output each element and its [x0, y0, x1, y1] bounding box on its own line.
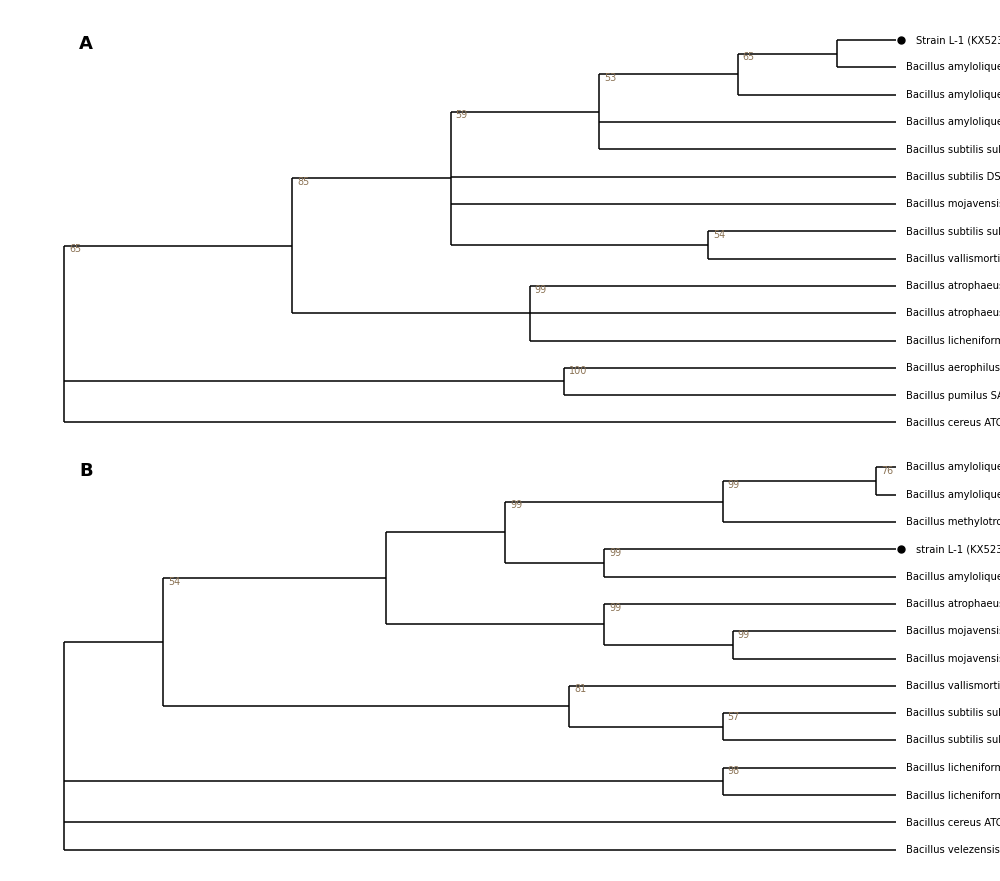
Text: Bacillus aerophilus 28K (NR_042339): Bacillus aerophilus 28K (NR_042339)	[906, 362, 1000, 374]
Text: 81: 81	[574, 685, 587, 694]
Text: Bacillus licheniformis MY75 (EU073420): Bacillus licheniformis MY75 (EU073420)	[906, 763, 1000, 773]
Text: B: B	[79, 462, 93, 480]
Text: Bacillus velezensis CC09 (CP015443): Bacillus velezensis CC09 (CP015443)	[906, 845, 1000, 855]
Text: Bacillus licheniformis DSM 13 (NC_006322): Bacillus licheniformis DSM 13 (NC_006322…	[906, 789, 1000, 801]
Text: Bacillus amyloliquefaciens subsp. plantarum str. FZB42 (CP000560): Bacillus amyloliquefaciens subsp. planta…	[906, 463, 1000, 472]
Text: Bacillus subtilis subsp. spizizenii NBRC 101239 (NR_112686): Bacillus subtilis subsp. spizizenii NBRC…	[906, 226, 1000, 237]
Text: 99: 99	[728, 479, 740, 490]
Text: Bacillus amyloliquefaciens 9001 (KT736040): Bacillus amyloliquefaciens 9001 (KT73604…	[906, 490, 1000, 500]
Text: strain L-1 (KX523195): strain L-1 (KX523195)	[916, 544, 1000, 554]
Text: 59: 59	[456, 110, 468, 121]
Text: Bacillus cereus ATCC 14579 (NC_004722): Bacillus cereus ATCC 14579 (NC_004722)	[906, 817, 1000, 828]
Text: 57: 57	[728, 712, 740, 722]
Text: 85: 85	[297, 177, 309, 187]
Text: 99: 99	[535, 285, 547, 294]
Text: Bacillus vallismortis NRRL B-14890T (AF272025): Bacillus vallismortis NRRL B-14890T (AF2…	[906, 681, 1000, 691]
Text: Bacillus atrophaeus KCTC 3701T (AF272016): Bacillus atrophaeus KCTC 3701T (AF272016…	[906, 599, 1000, 609]
Text: 54: 54	[713, 230, 725, 240]
Text: 65: 65	[743, 52, 755, 63]
Text: 99: 99	[609, 548, 621, 558]
Text: Bacillus subtilis subsp. subtilis str. 168 (NR_102783): Bacillus subtilis subsp. subtilis str. 1…	[906, 144, 1000, 155]
Text: Bacillus amyloliquefaciens KCTC 1660T (AF272015): Bacillus amyloliquefaciens KCTC 1660T (A…	[906, 572, 1000, 581]
Text: 53: 53	[604, 73, 616, 83]
Text: Bacillus subtilis subsp. subtilis str. 168 (AL009126): Bacillus subtilis subsp. subtilis str. 1…	[906, 736, 1000, 745]
Text: Bacillus atrophaeus BCRC 17416 (EF433411): Bacillus atrophaeus BCRC 17416 (EF433411…	[906, 308, 1000, 318]
Text: Bacillus mojavensis IFO 17518 (NR_024693): Bacillus mojavensis IFO 17518 (NR_024693…	[906, 198, 1000, 210]
Text: 99: 99	[738, 630, 750, 640]
Text: Bacillus mojavensis NRRL B-14698T (AF272019): Bacillus mojavensis NRRL B-14698T (AF272…	[906, 654, 1000, 663]
Text: 54: 54	[168, 577, 181, 587]
Text: Bacillus amyloliquefaciens subsp. plantarum CAU B946 (HE617159): Bacillus amyloliquefaciens subsp. planta…	[906, 63, 1000, 72]
Text: Bacillus vallismortis DSM 11031T (NR_024696): Bacillus vallismortis DSM 11031T (NR_024…	[906, 253, 1000, 264]
Text: Bacillus amyloliquefaciens subsp. plantarum strain FZB42 (NR_075005): Bacillus amyloliquefaciens subsp. planta…	[906, 89, 1000, 100]
Text: Bacillus atrophaeus BCRC 17530 (DQ993677): Bacillus atrophaeus BCRC 17530 (DQ993677…	[906, 281, 1000, 291]
Text: Bacillus subtilis DSM10T (NR_027552): Bacillus subtilis DSM10T (NR_027552)	[906, 171, 1000, 182]
Text: 100: 100	[569, 366, 588, 376]
Text: 98: 98	[728, 766, 740, 776]
Text: Bacillus methylotrophicus JS25R (CP009679): Bacillus methylotrophicus JS25R (CP00967…	[906, 517, 1000, 527]
Text: Bacillus pumilus SAFR032 (NR_074977): Bacillus pumilus SAFR032 (NR_074977)	[906, 389, 1000, 401]
Text: Bacillus licheniformis ATCC 14580 (NR_074923): Bacillus licheniformis ATCC 14580 (NR_07…	[906, 335, 1000, 346]
Text: Bacillus cereus ATCC 14579 (AE016877): Bacillus cereus ATCC 14579 (AE016877)	[906, 418, 1000, 427]
Text: 99: 99	[510, 500, 522, 510]
Text: 99: 99	[609, 603, 621, 612]
Text: Bacillus mojavensis DSM Z9205 (AY212986): Bacillus mojavensis DSM Z9205 (AY212986)	[906, 626, 1000, 636]
Text: 76: 76	[881, 466, 893, 476]
Text: Bacillus subtilis subsp. spizizenii NRRL B-23049T (AF272020): Bacillus subtilis subsp. spizizenii NRRL…	[906, 708, 1000, 718]
Text: Strain L-1 (KX523194): Strain L-1 (KX523194)	[916, 35, 1000, 45]
Text: Bacillus amyloliquefaciens NBRC15535T (NR_041455): Bacillus amyloliquefaciens NBRC15535T (N…	[906, 116, 1000, 128]
Text: 65: 65	[69, 244, 82, 255]
Text: A: A	[79, 34, 93, 53]
